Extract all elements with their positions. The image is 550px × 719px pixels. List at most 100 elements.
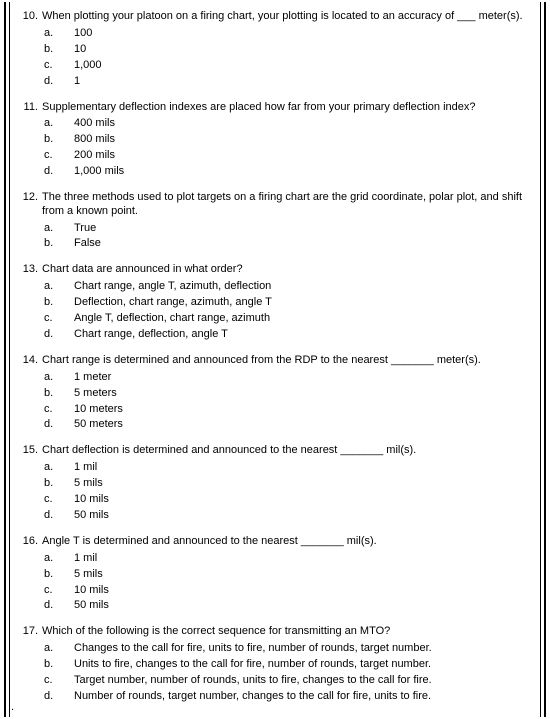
question: 16.Angle T is determined and announced t…: [20, 535, 526, 615]
option: a.1 meter: [42, 370, 526, 386]
option-text: 50 mils: [62, 598, 109, 614]
option-letter: d.: [42, 164, 62, 180]
option-letter: c.: [42, 58, 62, 74]
option-letter: a.: [42, 460, 62, 476]
question-text: Angle T is determined and announced to t…: [42, 535, 526, 549]
question-body: Which of the following is the correct se…: [42, 625, 526, 705]
option-text: 10: [62, 42, 86, 58]
option-letter: b.: [42, 567, 62, 583]
option-letter: a.: [42, 221, 62, 237]
option-text: 1 mil: [62, 460, 97, 476]
option: a.100: [42, 26, 526, 42]
option-letter: a.: [42, 370, 62, 386]
option: d.50 meters: [42, 417, 526, 433]
option-letter: b.: [42, 295, 62, 311]
option: b.5 mils: [42, 476, 526, 492]
option-text: 5 mils: [62, 476, 103, 492]
option: d.Chart range, deflection, angle T: [42, 327, 526, 343]
question-body: Chart deflection is determined and annou…: [42, 444, 526, 524]
option: c.Target number, number of rounds, units…: [42, 673, 526, 689]
option-text: 5 meters: [62, 386, 117, 402]
option-text: Chart range, deflection, angle T: [62, 327, 228, 343]
option-text: 200 mils: [62, 148, 115, 164]
option: c.Angle T, deflection, chart range, azim…: [42, 311, 526, 327]
option-letter: a.: [42, 551, 62, 567]
option-letter: b.: [42, 386, 62, 402]
option-letter: c.: [42, 673, 62, 689]
option-text: 800 mils: [62, 132, 115, 148]
question-number: 17.: [20, 625, 42, 705]
option: b.False: [42, 236, 526, 252]
option-text: Chart range, angle T, azimuth, deflectio…: [62, 279, 271, 295]
option: a.True: [42, 221, 526, 237]
option: d.Number of rounds, target number, chang…: [42, 689, 526, 705]
option-letter: b.: [42, 42, 62, 58]
option-text: Units to fire, changes to the call for f…: [62, 657, 431, 673]
option-letter: a.: [42, 279, 62, 295]
option-letter: c.: [42, 402, 62, 418]
option-text: 1,000 mils: [62, 164, 124, 180]
option-letter: d.: [42, 598, 62, 614]
option: a.1 mil: [42, 551, 526, 567]
option-text: 1 meter: [62, 370, 111, 386]
option: c.10 mils: [42, 492, 526, 508]
option: b.Deflection, chart range, azimuth, angl…: [42, 295, 526, 311]
question-number: 12.: [20, 191, 42, 252]
option-text: Angle T, deflection, chart range, azimut…: [62, 311, 270, 327]
option-letter: b.: [42, 476, 62, 492]
option: b.Units to fire, changes to the call for…: [42, 657, 526, 673]
question-body: Chart data are announced in what order? a…: [42, 263, 526, 343]
option-letter: d.: [42, 74, 62, 90]
option-text: 50 meters: [62, 417, 123, 433]
option-letter: d.: [42, 689, 62, 705]
question: 11.Supplementary deflection indexes are …: [20, 101, 526, 181]
question-text: Chart data are announced in what order?: [42, 263, 526, 277]
option: c.10 meters: [42, 402, 526, 418]
question-number: 15.: [20, 444, 42, 524]
question-body: Angle T is determined and announced to t…: [42, 535, 526, 615]
option-text: 10 mils: [62, 583, 109, 599]
option: d.1: [42, 74, 526, 90]
option-letter: c.: [42, 492, 62, 508]
option-text: 5 mils: [62, 567, 103, 583]
option-text: 100: [62, 26, 92, 42]
question-number: 11.: [20, 101, 42, 181]
option: b.5 mils: [42, 567, 526, 583]
option-letter: b.: [42, 657, 62, 673]
question-body: The three methods used to plot targets o…: [42, 191, 526, 252]
option: a.1 mil: [42, 460, 526, 476]
option-letter: b.: [42, 236, 62, 252]
question-number: 10.: [20, 10, 42, 90]
question: 12.The three methods used to plot target…: [20, 191, 526, 252]
option-letter: b.: [42, 132, 62, 148]
option-letter: d.: [42, 417, 62, 433]
option-letter: a.: [42, 116, 62, 132]
question: 13.Chart data are announced in what orde…: [20, 263, 526, 343]
option-text: False: [62, 236, 101, 252]
question: 17.Which of the following is the correct…: [20, 625, 526, 705]
option-text: Changes to the call for fire, units to f…: [62, 641, 432, 657]
option: b.10: [42, 42, 526, 58]
option: a.Chart range, angle T, azimuth, deflect…: [42, 279, 526, 295]
question: 10.When plotting your platoon on a firin…: [20, 10, 526, 90]
option-letter: a.: [42, 26, 62, 42]
question-body: Chart range is determined and announced …: [42, 354, 526, 434]
question-text: Supplementary deflection indexes are pla…: [42, 101, 526, 115]
option: c.1,000: [42, 58, 526, 74]
option-text: Target number, number of rounds, units t…: [62, 673, 432, 689]
question-text: Chart deflection is determined and annou…: [42, 444, 526, 458]
option-text: 400 mils: [62, 116, 115, 132]
question-number: 14.: [20, 354, 42, 434]
option: c.200 mils: [42, 148, 526, 164]
question-body: Supplementary deflection indexes are pla…: [42, 101, 526, 181]
option: d.50 mils: [42, 508, 526, 524]
option-text: 1: [62, 74, 80, 90]
option-text: 1 mil: [62, 551, 97, 567]
option-letter: c.: [42, 583, 62, 599]
question: 14.Chart range is determined and announc…: [20, 354, 526, 434]
question-text: Which of the following is the correct se…: [42, 625, 526, 639]
option-text: 10 mils: [62, 492, 109, 508]
question-body: When plotting your platoon on a firing c…: [42, 10, 526, 90]
questions-container: 10.When plotting your platoon on a firin…: [20, 10, 526, 705]
question-text: Chart range is determined and announced …: [42, 354, 526, 368]
